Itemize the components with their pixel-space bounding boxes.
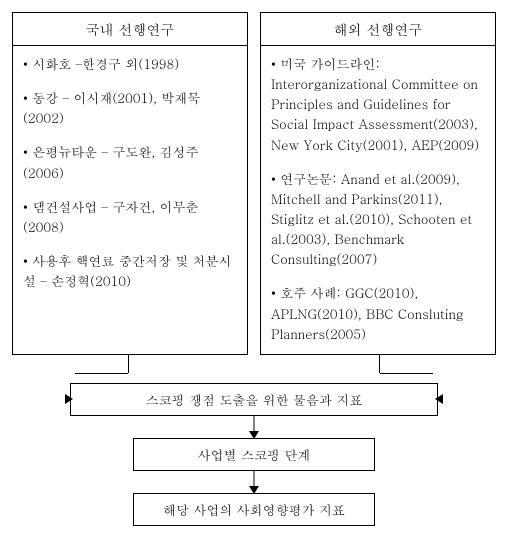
left-box: 국내 선행연구 • 시화호 –한경구 외(1998) • 동강 – 이시재(20… [12, 12, 248, 355]
left-box-title: 국내 선행연구 [13, 13, 247, 46]
flow-step-1-label: 스코핑 쟁점 도출을 위한 물음과 지표 [146, 390, 363, 409]
right-item: • 미국 가이드라인: Interorganizational Committe… [271, 54, 485, 155]
connector-line [380, 373, 433, 374]
arrow-down-icon [253, 471, 255, 493]
connector-line [379, 355, 380, 373]
flow-step-2-label: 사업별 스코핑 단계 [198, 445, 311, 464]
flow-step-3-label: 해당 사업의 사회영향평가 지표 [163, 500, 345, 519]
arrow-right-icon [65, 394, 73, 404]
arrow-left-icon [435, 394, 443, 404]
converge-connectors [12, 355, 496, 383]
left-box-body: • 시화호 –한경구 외(1998) • 동강 – 이시재(2001), 박재묵… [13, 46, 247, 301]
arrow-down-icon [253, 416, 255, 438]
connector-line [75, 373, 128, 374]
left-item: • 댐건설사업 – 구자건, 이무춘(2008) [23, 197, 237, 237]
right-item: • 호주 사례: GGC(2010), APLNG(2010), BBC Con… [271, 283, 485, 343]
connector-line [128, 355, 129, 373]
left-item: • 은평뉴타운 – 구도완, 김성주(2006) [23, 142, 237, 182]
left-item: • 사용후 핵연료 중간저장 및 처분시설 – 손정혁(2010) [23, 251, 237, 291]
right-box-body: • 미국 가이드라인: Interorganizational Committe… [261, 46, 495, 354]
top-row: 국내 선행연구 • 시화호 –한경구 외(1998) • 동강 – 이시재(20… [12, 12, 496, 355]
right-item: • 연구논문: Anand et al.(2009), Mitchell and… [271, 169, 485, 270]
right-box-title: 해외 선행연구 [261, 13, 495, 46]
flow-step-1: 스코핑 쟁점 도출을 위한 물음과 지표 [70, 383, 438, 416]
left-item: • 시화호 –한경구 외(1998) [23, 54, 237, 74]
flow-step-3: 해당 사업의 사회영향평가 지표 [133, 493, 375, 526]
left-item: • 동강 – 이시재(2001), 박재묵(2002) [23, 88, 237, 128]
right-box: 해외 선행연구 • 미국 가이드라인: Interorganizational … [260, 12, 496, 355]
flow-step-2: 사업별 스코핑 단계 [133, 438, 375, 471]
